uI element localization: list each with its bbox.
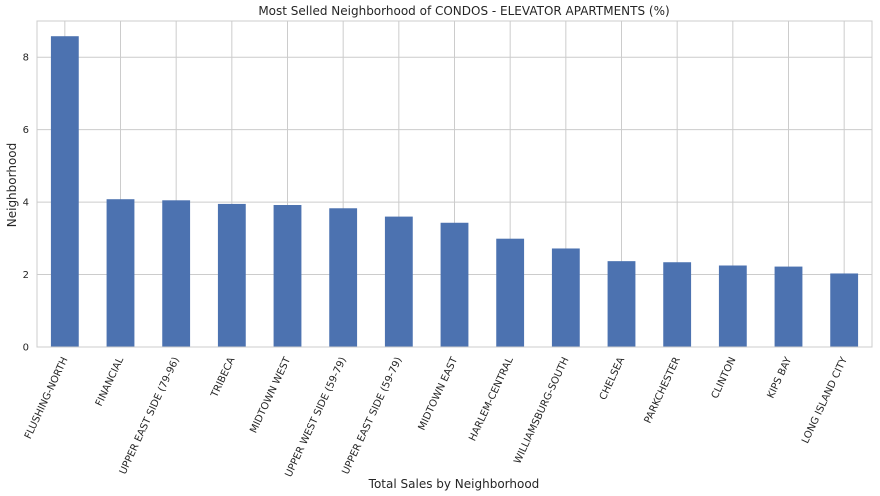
x-tick-label: WILLIAMSBURG-SOUTH [512, 356, 571, 466]
bar [106, 199, 135, 347]
x-tick-label: HARLEM-CENTRAL [467, 355, 516, 443]
bar [50, 36, 79, 348]
bar [217, 203, 246, 347]
x-tick-label: CHELSEA [598, 355, 627, 401]
x-tick-label: CLINTON [710, 356, 739, 401]
x-tick-label: UPPER EAST SIDE (59-79) [340, 356, 404, 477]
bar [774, 266, 803, 347]
y-tick-label: 0 [23, 343, 29, 354]
bar [718, 265, 747, 347]
bar [551, 248, 580, 347]
bar [830, 273, 859, 347]
x-tick-label: MIDTOWN EAST [417, 355, 461, 432]
x-axis-label: Total Sales by Neighborhood [368, 477, 540, 491]
bar [496, 238, 525, 347]
y-tick-label: 4 [23, 198, 29, 209]
x-tick-label: FLUSHING-NORTH [23, 356, 71, 441]
y-axis-label: Neighborhood [5, 143, 19, 228]
bar [384, 216, 413, 347]
x-tick-label: UPPER WEST SIDE (59-79) [284, 356, 349, 479]
y-tick-label: 8 [23, 53, 29, 64]
plot-frame [36, 20, 873, 348]
x-tick-label: PARKCHESTER [643, 356, 683, 426]
y-tick-label: 6 [23, 125, 29, 136]
bar [607, 261, 636, 347]
bar [663, 262, 692, 347]
bar [329, 208, 358, 347]
y-tick-label: 2 [23, 270, 29, 281]
x-tick-label: UPPER EAST SIDE (79-96) [118, 356, 182, 477]
bar [440, 222, 469, 347]
bar [273, 205, 302, 347]
x-tick-label: KIPS BAY [766, 355, 795, 400]
x-tick-label: LONG ISLAND CITY [800, 355, 850, 446]
x-tick-label: MIDTOWN WEST [248, 355, 293, 435]
x-tick-label: TRIBECA [209, 355, 238, 400]
bar [162, 200, 191, 347]
x-tick-label: FINANCIAL [94, 355, 126, 408]
chart-title: Most Selled Neighborhood of CONDOS - ELE… [258, 4, 669, 18]
